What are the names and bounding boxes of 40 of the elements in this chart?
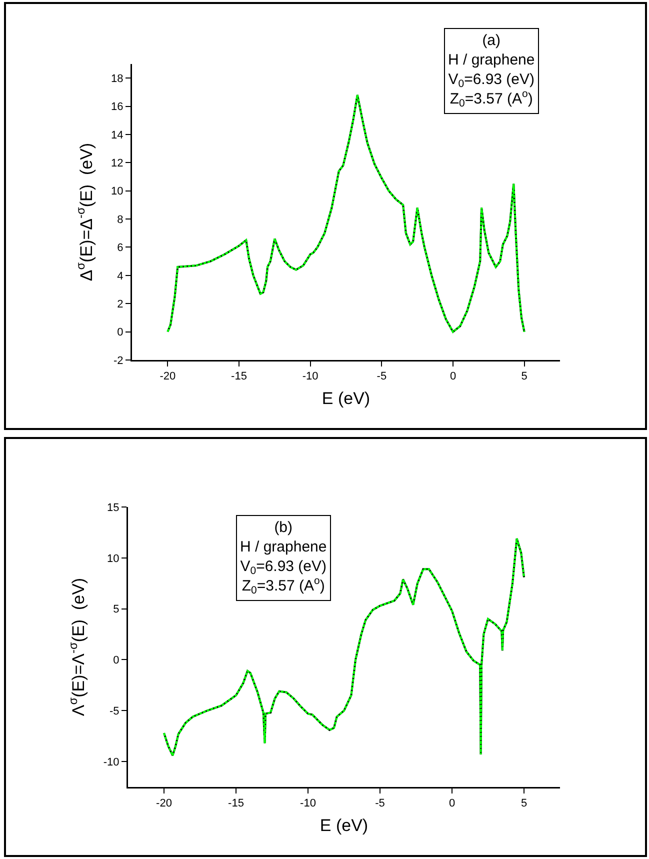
- x-axis-title: E (eV): [322, 388, 370, 408]
- text: (a): [482, 32, 501, 49]
- annotation: Z$_{0}$=3.57 (A$^{o}$): [450, 88, 533, 110]
- y-tick-label: 2: [117, 298, 124, 310]
- y-tick-label: 6: [117, 242, 124, 254]
- y-tick-label: 15: [107, 502, 120, 514]
- annotation: V$_{0}$=6.93 (eV): [448, 71, 535, 90]
- x-tick-label: -5: [375, 798, 385, 810]
- y-tick-label: 0: [113, 654, 120, 667]
- x-tick-label: -20: [156, 798, 172, 810]
- y-tick-label: 18: [111, 72, 124, 85]
- y-tick-label: 14: [111, 129, 124, 142]
- y-tick-label: 8: [117, 214, 124, 226]
- annotation: (b): [274, 519, 293, 536]
- x-tick-label: -15: [228, 798, 244, 810]
- y-tick-label: 12: [111, 158, 124, 170]
- x-tick-label: -10: [300, 798, 316, 810]
- x-tick-label: -15: [231, 370, 247, 383]
- y-tick-label: 5: [113, 604, 120, 616]
- y-tick-label: 10: [111, 186, 124, 198]
- x-tick-label: -20: [160, 370, 176, 383]
- x-tick-label: -5: [376, 370, 387, 383]
- annotation: H / graphene: [240, 538, 327, 556]
- x-tick-label: -10: [302, 370, 318, 383]
- y-tick-label: 0: [117, 326, 124, 339]
- y-tick-label: 16: [111, 101, 124, 114]
- y-tick-label: -5: [110, 705, 120, 718]
- x-tick-label: 5: [520, 798, 528, 810]
- annotation: V$_{0}$=6.93 (eV): [240, 558, 327, 578]
- y-tick-label: 4: [117, 270, 124, 282]
- y-tick-label: -10: [103, 756, 120, 768]
- annotation: Z$_{0}$=3.57 (A$^{o}$): [242, 575, 325, 597]
- y-tick-label: -2: [114, 354, 124, 367]
- x-tick-label: 0: [450, 370, 456, 383]
- x-axis-title: E (eV): [320, 816, 368, 835]
- y-tick-label: 10: [107, 552, 120, 565]
- annotation: H / graphene: [448, 52, 535, 68]
- x-tick-label: 0: [448, 798, 456, 810]
- line-series: [163, 538, 525, 756]
- x-tick-label: 5: [521, 370, 528, 383]
